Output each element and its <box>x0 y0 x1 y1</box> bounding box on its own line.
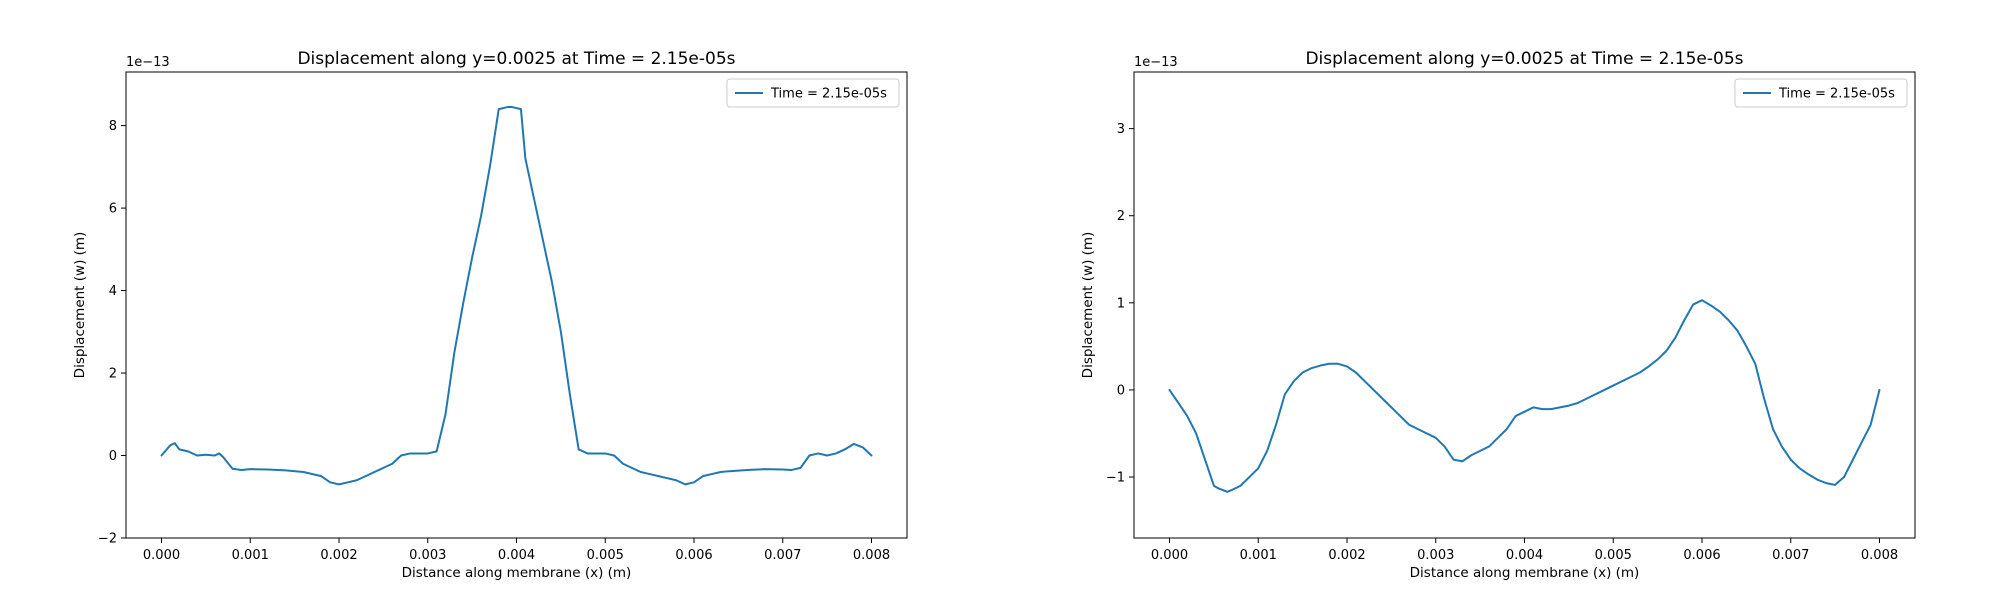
x-tick-label: 0.003 <box>1417 548 1454 563</box>
x-tick-label: 0.006 <box>675 548 712 563</box>
series-line-1 <box>1168 299 1881 493</box>
x-tick-label: 0.002 <box>1328 548 1365 563</box>
y-tick-label: 0 <box>1117 383 1125 398</box>
y-tick-label: 0 <box>109 449 117 464</box>
x-tick-label: 0.005 <box>587 548 624 563</box>
x-tick-label: 0.008 <box>853 548 890 563</box>
legend-box <box>726 78 900 108</box>
x-tick-label: 0.004 <box>1506 548 1543 563</box>
x-tick-label: 0.005 <box>1595 548 1632 563</box>
x-tick-label: 0.003 <box>409 548 446 563</box>
y-offset-label: 1e−13 <box>126 55 170 70</box>
x-tick-label: 0.000 <box>1151 548 1188 563</box>
y-tick-label: 2 <box>1117 209 1125 224</box>
y-tick-label: 1 <box>1117 296 1125 311</box>
chart-panel-1: 0.000 0.001 0.002 0.003 0.004 0.005 0.006 0.007… <box>72 49 908 581</box>
x-tick-label: 0.000 <box>143 548 180 563</box>
y-axis-label: Displacement (w) (m) <box>1080 232 1096 379</box>
y-tick-label: −1 <box>1106 471 1125 486</box>
y-offset-label: 1e−13 <box>1134 55 1178 70</box>
x-tick-label: 0.004 <box>498 548 535 563</box>
legend: Time = 2.15e-05s <box>1734 78 1908 108</box>
x-tick-label: 0.007 <box>764 548 801 563</box>
chart-title: Displacement along y=0.0025 at Time = 2.… <box>1305 49 1743 69</box>
legend-entry-label: Time = 2.15e-05s <box>1778 87 1895 102</box>
y-tick-label: 2 <box>109 367 117 382</box>
legend: Time = 2.15e-05s <box>726 78 900 108</box>
y-tick-label: −2 <box>98 532 117 547</box>
x-tick-label: 0.002 <box>320 548 357 563</box>
y-tick-label: 3 <box>1117 122 1125 137</box>
chart-panel-2: 0.000 0.001 0.002 0.003 0.004 0.005 0.006 0.007… <box>1080 49 1916 581</box>
chart-title: Displacement along y=0.0025 at Time = 2.… <box>297 49 735 69</box>
x-tick-label: 0.006 <box>1683 548 1720 563</box>
x-tick-label: 0.008 <box>1861 548 1898 563</box>
y-tick-label: 4 <box>109 284 117 299</box>
y-tick-label: 8 <box>109 119 117 134</box>
legend-box <box>1734 78 1908 108</box>
y-tick-label: 6 <box>109 202 117 217</box>
x-axis-label: Distance along membrane (x) (m) <box>1410 565 1640 581</box>
y-axis-label: Displacement (w) (m) <box>72 232 88 379</box>
x-tick-label: 0.001 <box>232 548 269 563</box>
legend-entry-label: Time = 2.15e-05s <box>770 87 887 102</box>
series-line-1 <box>160 106 873 486</box>
x-axis-label: Distance along membrane (x) (m) <box>402 565 632 581</box>
x-tick-label: 0.007 <box>1772 548 1809 563</box>
x-tick-label: 0.001 <box>1240 548 1277 563</box>
